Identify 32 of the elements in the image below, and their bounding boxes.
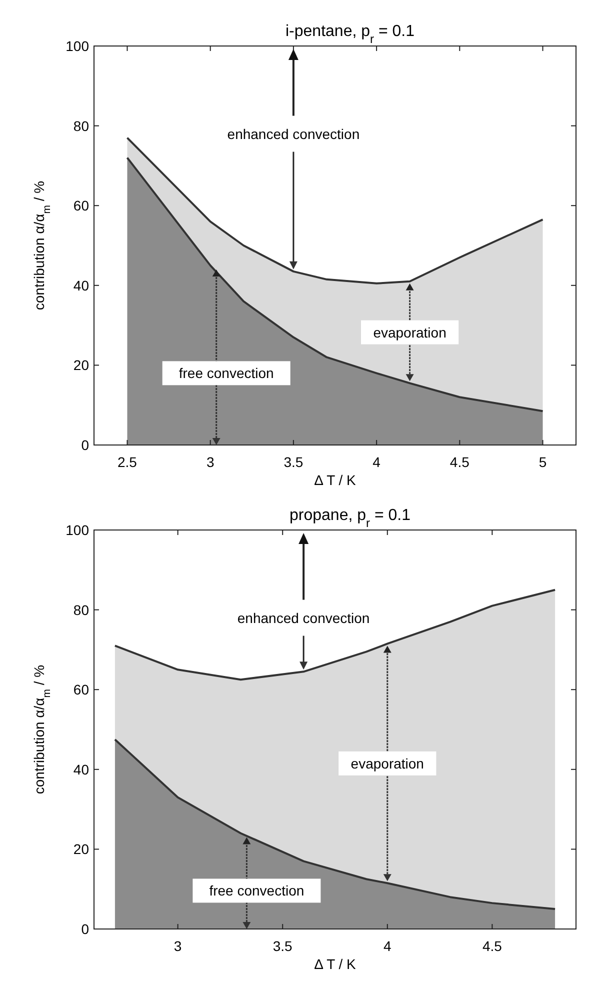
x-tick-label: 4.5 — [450, 454, 470, 470]
x-tick-label: 4 — [372, 454, 381, 470]
annotation: enhanced convection — [237, 610, 370, 626]
y-tick-label: 60 — [73, 198, 90, 214]
y-tick-label: 20 — [73, 841, 90, 858]
x-tick-label: 5 — [538, 454, 547, 470]
y-tick-label: 0 — [81, 437, 90, 453]
x-tick-label: 4.5 — [482, 938, 502, 954]
chart-title: propane, p$_{r}$ = 0.1 — [290, 507, 411, 530]
y-tick-label: 100 — [66, 522, 90, 538]
x-tick-label: 4 — [383, 938, 392, 954]
y-tick-label: 60 — [73, 682, 90, 698]
y-tick-label: 100 — [66, 38, 90, 54]
y-tick-label: 80 — [73, 118, 90, 134]
chart-title: i-pentane, p$_{r}$ = 0.1 — [286, 23, 415, 46]
y-tick-label: 40 — [73, 761, 90, 778]
y-tick-label: 40 — [73, 277, 90, 294]
series-label: evaporation — [373, 324, 446, 340]
x-tick-label: 3 — [174, 938, 182, 954]
y-tick-label: 0 — [81, 921, 90, 937]
x-tick-label: 3.5 — [272, 938, 293, 954]
x-tick-label: 3.5 — [284, 454, 304, 470]
y-tick-label: 80 — [73, 602, 90, 618]
annotation: enhanced convection — [227, 126, 360, 142]
x-axis-title: Δ T / K — [314, 956, 357, 972]
series-label: free convection — [178, 365, 274, 382]
x-axis-title: Δ T / K — [314, 472, 357, 488]
y-tick-label: 20 — [73, 357, 90, 374]
x-tick-label: 2.5 — [118, 454, 138, 470]
x-tick-label: 3 — [206, 454, 214, 470]
series-label: evaporation — [350, 755, 424, 772]
series-label: free convection — [209, 882, 304, 899]
